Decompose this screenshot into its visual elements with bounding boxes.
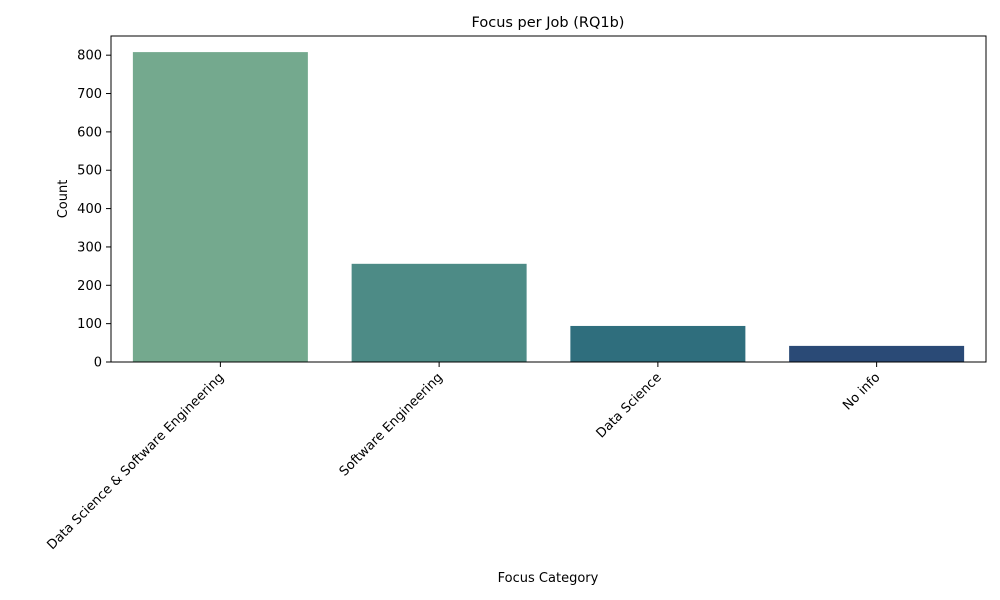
- bars-group: [132, 52, 965, 362]
- x-tick-label: Software Engineering: [337, 370, 446, 479]
- y-tick-label: 700: [77, 87, 102, 102]
- x-axis-label: Focus Category: [498, 571, 599, 586]
- bar-1: [351, 263, 527, 362]
- y-tick-label: 500: [77, 164, 102, 179]
- bar-0: [132, 52, 308, 362]
- y-tick-label: 100: [77, 317, 102, 332]
- chart-title: Focus per Job (RQ1b): [472, 15, 625, 31]
- bar-3: [789, 345, 965, 362]
- x-axis: Data Science & Software Engineering Softw…: [44, 362, 883, 553]
- y-tick-label: 300: [77, 240, 102, 255]
- y-axis-label: Count: [56, 180, 71, 219]
- x-tick-label: No info: [840, 370, 883, 413]
- y-tick-label: 400: [77, 202, 102, 217]
- y-axis: 0 100 200 300 400 500 600 700 800: [77, 49, 111, 371]
- x-tick-label: Data Science: [594, 370, 665, 441]
- y-tick-label: 800: [77, 49, 102, 64]
- y-tick-label: 0: [94, 356, 102, 371]
- y-tick-label: 600: [77, 125, 102, 140]
- x-tick-label: Data Science & Software Engineering: [44, 370, 227, 553]
- bar-2: [570, 325, 746, 362]
- y-tick-label: 200: [77, 279, 102, 294]
- plot-frame: [110, 35, 987, 363]
